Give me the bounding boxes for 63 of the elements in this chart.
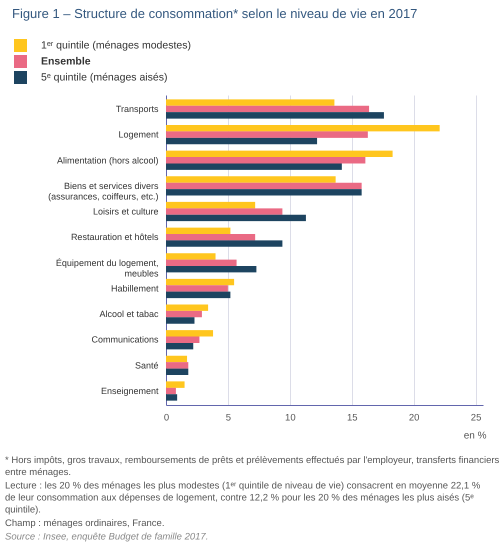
y-tick-label: Santé <box>134 360 158 370</box>
bar <box>166 317 194 324</box>
bar <box>166 362 188 369</box>
bar <box>166 292 230 298</box>
bar <box>166 189 362 196</box>
x-tick-label: 5 <box>226 412 232 424</box>
bar <box>166 342 194 350</box>
bar <box>166 176 336 183</box>
x-tick-label: 15 <box>346 412 358 424</box>
bar <box>166 112 384 119</box>
y-tick-label: Restauration et hôtels <box>70 232 159 242</box>
y-tick-label: Habillement <box>110 283 159 294</box>
bar <box>166 182 362 190</box>
bar <box>166 253 216 260</box>
y-tick-label: Transports <box>116 104 159 114</box>
y-tick-label: Loisirs et culture <box>92 206 158 217</box>
y-tick-label: Biens et services divers (assurances, coiffeurs, etc.) <box>48 180 159 202</box>
bar <box>166 260 237 266</box>
legend-label: 5ᵉ quintile (ménages aisés) <box>41 72 168 84</box>
bar <box>166 138 318 144</box>
bar <box>166 150 393 158</box>
bar <box>166 304 208 311</box>
bar <box>166 368 188 375</box>
bar <box>166 202 256 208</box>
bar <box>166 125 440 132</box>
y-tick-label: Alcool et tabac <box>99 309 159 320</box>
x-tick-label: 25 <box>470 412 482 424</box>
bar <box>166 228 230 234</box>
bar <box>166 106 370 112</box>
legend-label: 1ᵉʳ quintile (ménages modestes) <box>41 40 191 52</box>
bar <box>166 278 234 286</box>
x-tick-label: 0 <box>164 412 170 424</box>
bar <box>166 157 366 164</box>
y-tick-label: Logement <box>118 130 159 140</box>
bar <box>166 234 256 240</box>
text: Champ : ménages ordinaires, France. <box>5 518 164 529</box>
legend-label: Ensemble <box>41 56 91 68</box>
bar <box>166 208 282 215</box>
y-tick-label: Équipement du logement, meubles <box>56 258 159 278</box>
bar <box>166 381 185 388</box>
x-tick-label: 10 <box>285 412 296 424</box>
y-tick-label: Enseignement <box>100 386 159 396</box>
bar <box>166 163 342 170</box>
bar <box>166 336 200 343</box>
bar <box>166 310 202 318</box>
bar <box>166 240 282 247</box>
bar <box>166 356 188 362</box>
text: Lecture : les 20 % des ménages les plus modestes (1ᵉʳ quintile de niveau de vie) consacrent en moyenne 22,1 % de leur consommation aux dépenses de logement, contre 12,2 % pour les 20 % des ménages les plus aisés (5ᵉ quintile). <box>5 480 481 516</box>
source-note: Source : Insee, enquête Budget de famille 2017. <box>5 532 208 542</box>
chart-title: Figure 1 – Structure de consommation* selon le niveau de vie en 2017 <box>12 6 418 21</box>
y-tick-label: Alimentation (hors alcool) <box>56 155 158 166</box>
bar <box>166 285 228 292</box>
text: * Hors impôts, gros travaux, remboursements de prêts et prélèvements effectués par l'employeur, transferts financiers entre ménages. <box>5 455 500 478</box>
bar <box>166 131 368 138</box>
bar <box>166 388 176 394</box>
x-tick-label: 20 <box>408 412 420 424</box>
y-tick-label: Communications <box>91 334 159 345</box>
bar <box>166 99 334 106</box>
x-axis-title: en % <box>464 430 487 442</box>
bar <box>166 266 256 272</box>
bar <box>166 214 306 222</box>
bar <box>166 394 178 401</box>
bar <box>166 330 214 337</box>
